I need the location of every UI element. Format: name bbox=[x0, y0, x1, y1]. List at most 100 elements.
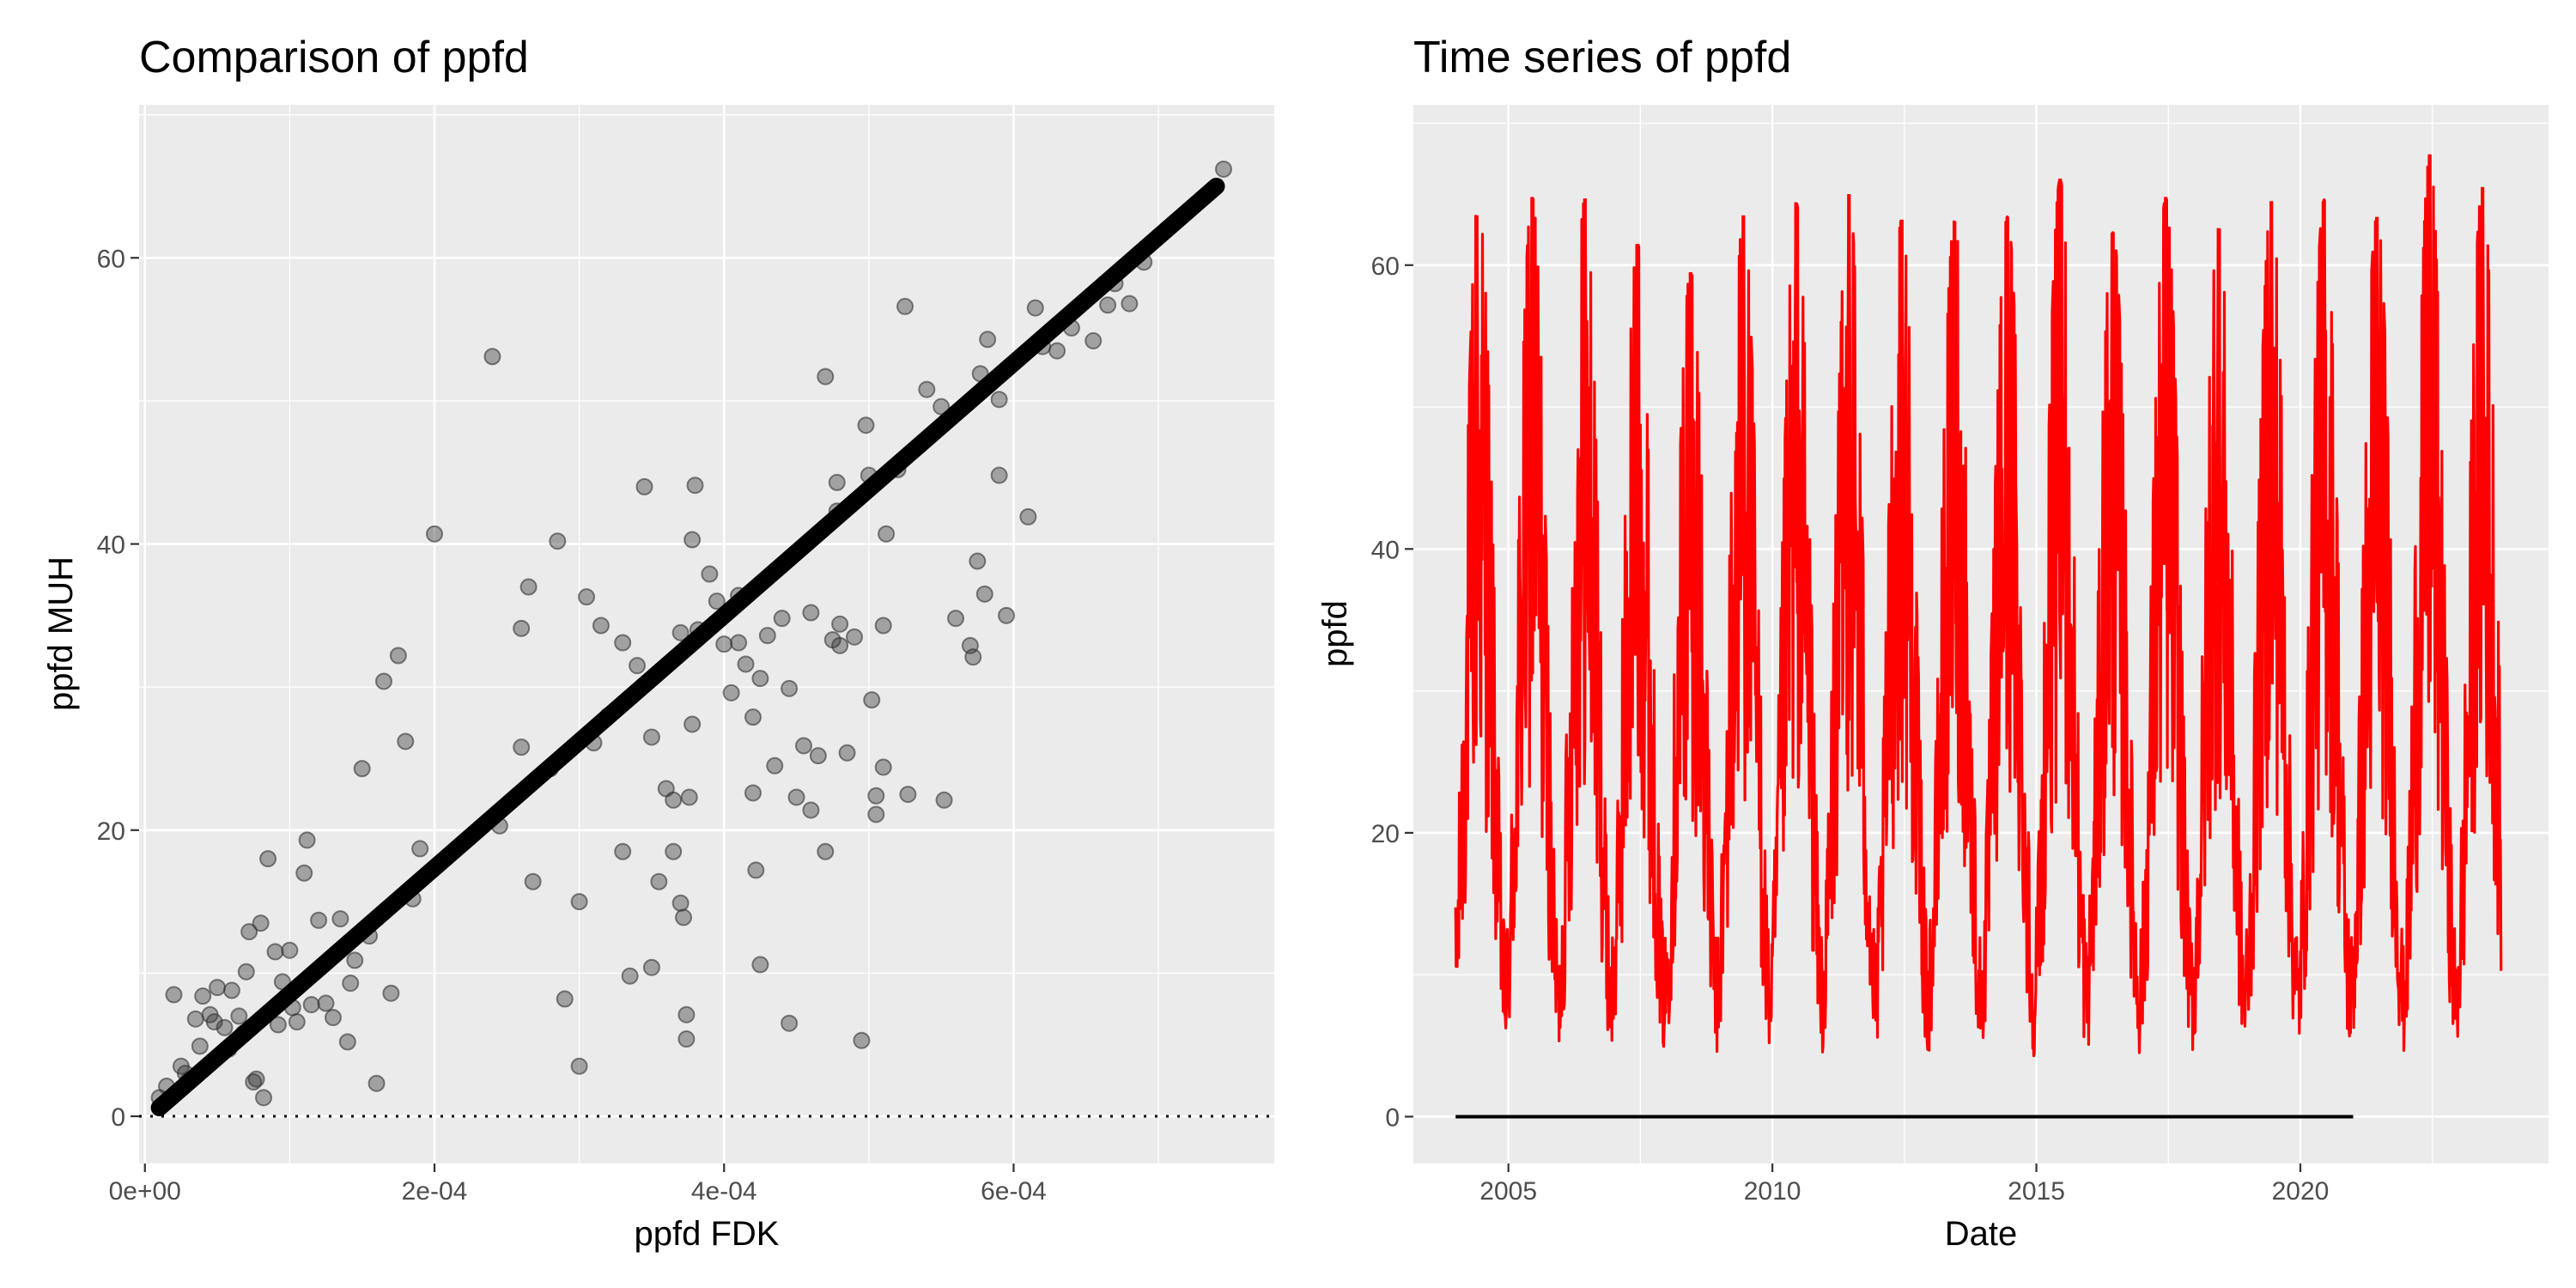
scatter-point bbox=[998, 606, 1016, 624]
annual-peak-rise bbox=[2215, 228, 2221, 584]
scatter-point bbox=[346, 951, 364, 969]
x-tick-label: 2015 bbox=[2008, 1177, 2065, 1206]
x-tick-label: 2010 bbox=[1744, 1177, 1801, 1206]
scatter-point bbox=[677, 1030, 696, 1048]
scatter-point bbox=[222, 981, 240, 999]
scatter-point bbox=[614, 634, 632, 652]
scatter-point bbox=[758, 627, 776, 645]
scatter-point bbox=[737, 655, 755, 673]
scatter-point bbox=[483, 348, 501, 366]
scatter-point bbox=[650, 872, 668, 890]
scatter-point bbox=[317, 994, 335, 1012]
scatter-point bbox=[730, 634, 748, 652]
scatter-point bbox=[269, 1016, 287, 1034]
scatter-point bbox=[863, 691, 881, 709]
scatter-point bbox=[614, 842, 632, 860]
scatter-point bbox=[353, 760, 371, 778]
scatter-point bbox=[592, 617, 610, 635]
chart-title: Comparison of ppfd bbox=[139, 33, 529, 82]
scatter-point bbox=[191, 1037, 209, 1055]
scatter-point bbox=[635, 477, 653, 495]
scatter-point bbox=[266, 943, 284, 961]
scatter-point bbox=[671, 623, 690, 641]
annual-peak-rise bbox=[2373, 216, 2379, 577]
scatter-point bbox=[680, 788, 698, 806]
scatter-point bbox=[629, 657, 647, 675]
x-tick-label: 4e-04 bbox=[691, 1177, 757, 1206]
annual-peak-marks bbox=[1473, 154, 2486, 653]
scatter-point bbox=[556, 990, 574, 1008]
annual-peak-rise bbox=[1792, 203, 1798, 568]
scatter-point bbox=[878, 525, 896, 543]
scatter-point bbox=[524, 872, 542, 890]
scatter-point bbox=[255, 1089, 273, 1107]
scatter-point bbox=[802, 604, 820, 622]
scatter-point bbox=[245, 1073, 263, 1091]
scatter-point bbox=[947, 610, 965, 628]
scatter-point bbox=[722, 683, 740, 702]
scatter-point bbox=[382, 984, 400, 1002]
y-tick-label: 60 bbox=[97, 245, 125, 273]
scatter-point bbox=[570, 1057, 588, 1075]
scatter-point bbox=[194, 987, 212, 1005]
scatter-point bbox=[621, 967, 639, 985]
scatter-point bbox=[744, 708, 762, 726]
scatter-chart-panel: Comparison of ppfd 0e+00 2e-04 4e-04 6e-04 0 2… bbox=[42, 33, 1274, 1253]
y-tick-label: 0 bbox=[1385, 1103, 1400, 1132]
scatter-point bbox=[186, 1010, 204, 1028]
scatter-point bbox=[397, 732, 415, 750]
scatter-point bbox=[298, 831, 316, 849]
scatter-point bbox=[338, 1033, 356, 1051]
annual-peak-rise bbox=[2003, 216, 2009, 577]
scatter-point bbox=[570, 893, 588, 911]
x-tick-label: 6e-04 bbox=[981, 1177, 1047, 1206]
scatter-point bbox=[331, 910, 349, 928]
annual-peak-rise bbox=[2320, 199, 2326, 567]
scatter-point bbox=[979, 331, 997, 349]
fit-line bbox=[150, 177, 1225, 1117]
y-tick-label: 40 bbox=[1371, 536, 1400, 564]
scatter-point bbox=[817, 368, 835, 386]
scatter-point bbox=[642, 958, 660, 976]
annual-peak-rise bbox=[1740, 215, 1746, 576]
scatter-point bbox=[747, 861, 765, 879]
scatter-point bbox=[838, 744, 856, 762]
chart-title: Time series of ppfd bbox=[1413, 33, 1791, 82]
scatter-point bbox=[368, 1074, 386, 1092]
scatter-point bbox=[975, 585, 993, 603]
annual-peak-rise bbox=[2057, 178, 2063, 554]
annual-peak-rise bbox=[2426, 154, 2432, 540]
scatter-point bbox=[324, 1009, 342, 1027]
scatter-point bbox=[247, 1070, 265, 1088]
scatter-point bbox=[165, 986, 183, 1004]
scatter-point bbox=[845, 628, 863, 646]
y-tick-label: 20 bbox=[97, 817, 125, 846]
y-tick-label: 40 bbox=[97, 532, 125, 560]
scatter-point bbox=[933, 398, 951, 416]
annual-peak-rise bbox=[1581, 198, 1587, 566]
scatter-point bbox=[964, 648, 982, 666]
scatter-point bbox=[374, 672, 392, 690]
scatter-point bbox=[781, 1014, 799, 1032]
scatter-point bbox=[857, 416, 875, 434]
scatter-point bbox=[744, 784, 762, 802]
x-axis-title: Date bbox=[1945, 1215, 2018, 1253]
annual-peak-rise bbox=[2268, 201, 2274, 568]
scatter-point bbox=[831, 615, 849, 633]
scatter-point bbox=[874, 617, 892, 635]
x-tick-label: 0e+00 bbox=[109, 1177, 181, 1206]
scatter-point bbox=[831, 636, 849, 654]
y-tick-label: 0 bbox=[111, 1103, 125, 1132]
scatter-point bbox=[288, 1013, 306, 1031]
scatter-point bbox=[715, 635, 733, 653]
annual-peak-rise bbox=[1634, 243, 1640, 593]
scatter-point bbox=[773, 610, 791, 628]
scatter-point bbox=[683, 715, 702, 733]
annual-peak-rise bbox=[2109, 232, 2115, 586]
annual-peak-rise bbox=[2162, 197, 2168, 565]
annual-peak-rise bbox=[1473, 215, 1479, 576]
annual-peak-rise bbox=[1845, 194, 1851, 563]
scatter-point bbox=[867, 787, 885, 805]
scatter-point bbox=[686, 477, 704, 495]
